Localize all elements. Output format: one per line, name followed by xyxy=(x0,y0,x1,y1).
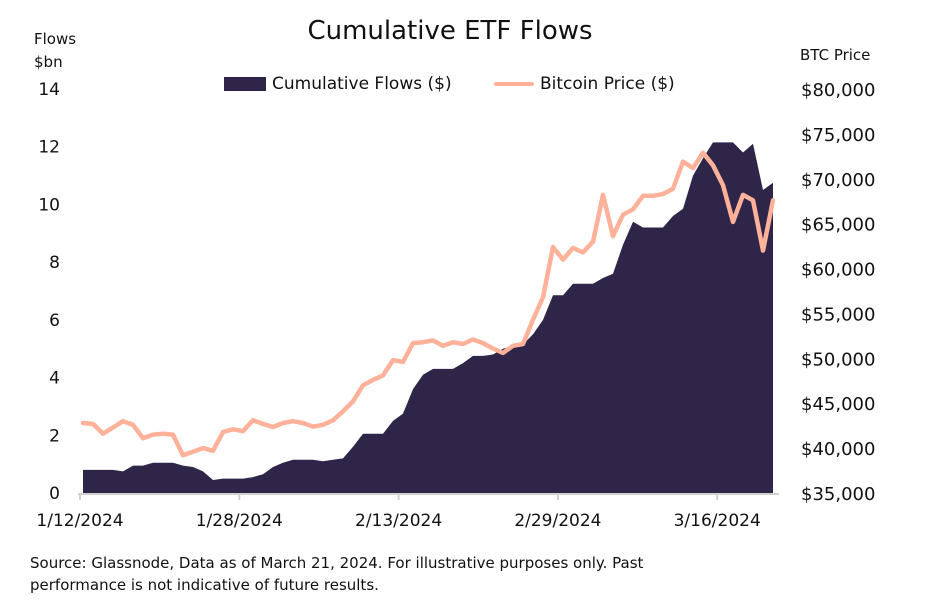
legend-swatch-line xyxy=(494,82,534,86)
y-left-tick-label: 8 xyxy=(49,253,60,273)
y-right-tick-label: $65,000 xyxy=(801,215,875,236)
y-left-tick-label: 4 xyxy=(49,369,60,389)
x-tick-label: 2/29/2024 xyxy=(514,511,601,531)
y-left-tick-label: 6 xyxy=(49,311,60,331)
chart-title: Cumulative ETF Flows xyxy=(307,16,593,46)
y-axis-left-label-line2: $bn xyxy=(34,53,63,71)
legend-label-flows: Cumulative Flows ($) xyxy=(272,74,452,94)
y-right-tick-label: $75,000 xyxy=(801,125,875,146)
y-left-tick-label: 2 xyxy=(49,426,60,446)
y-axis-left-label: Flows $bn xyxy=(34,28,76,74)
bitcoin-price-line xyxy=(80,150,776,458)
y-axis-left-label-line1: Flows xyxy=(34,30,77,48)
y-left-tick-label: 14 xyxy=(38,80,60,100)
y-right-tick-label: $55,000 xyxy=(801,304,875,325)
legend-swatch-area xyxy=(224,77,266,91)
y-right-tick-label: $45,000 xyxy=(801,394,875,415)
source-note: Source: Glassnode, Data as of March 21, … xyxy=(30,552,643,596)
y-right-tick-label: $40,000 xyxy=(801,439,875,460)
y-left-tick-label: 0 xyxy=(49,484,60,504)
y-left-tick-label: 12 xyxy=(38,138,60,158)
cumulative-flows-area xyxy=(83,142,773,493)
y-left-tick-label: 10 xyxy=(38,195,60,215)
y-right-tick-label: $60,000 xyxy=(801,260,875,281)
y-right-tick-label: $70,000 xyxy=(801,170,875,191)
source-line-1: Source: Glassnode, Data as of March 21, … xyxy=(30,554,644,572)
y-right-tick-label: $80,000 xyxy=(801,80,875,101)
y-axis-right-label: BTC Price xyxy=(800,46,871,64)
legend-item-price: Bitcoin Price ($) xyxy=(494,74,675,94)
y-right-tick-label: $50,000 xyxy=(801,349,875,370)
y-right-tick-label: $35,000 xyxy=(801,484,875,505)
source-line-2: performance is not indicative of future … xyxy=(30,576,379,594)
x-tick-label: 3/16/2024 xyxy=(674,511,761,531)
legend-item-flows: Cumulative Flows ($) xyxy=(224,74,452,94)
legend-label-price: Bitcoin Price ($) xyxy=(540,74,675,94)
x-tick-label: 1/28/2024 xyxy=(196,511,283,531)
x-tick-label: 1/12/2024 xyxy=(36,511,123,531)
x-tick-label: 2/13/2024 xyxy=(355,511,442,531)
